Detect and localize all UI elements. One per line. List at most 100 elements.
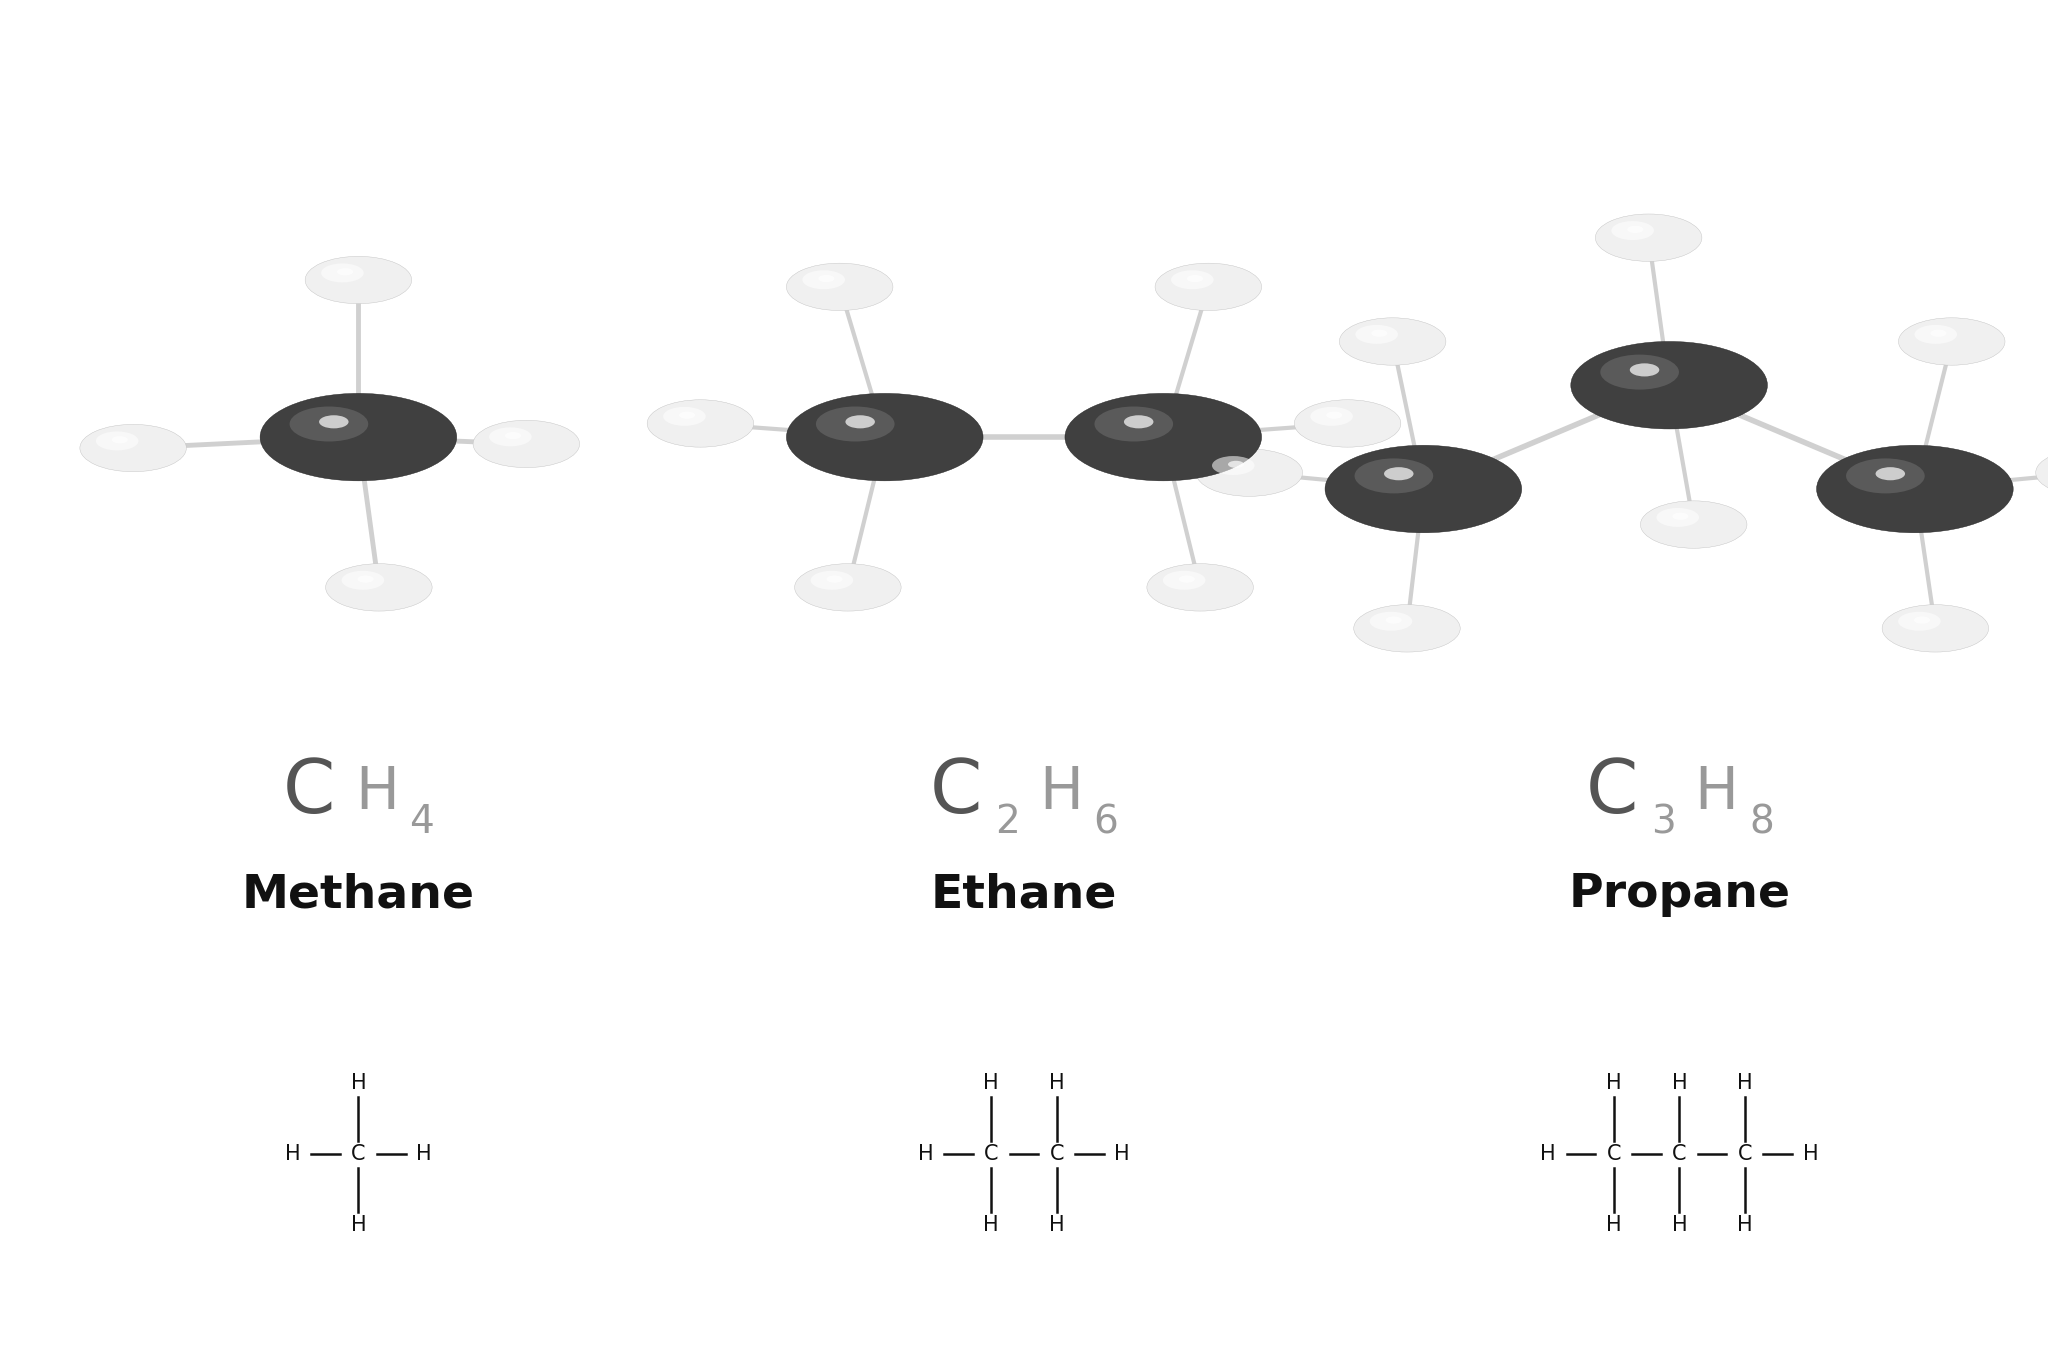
Ellipse shape bbox=[1196, 449, 1303, 496]
Ellipse shape bbox=[342, 571, 385, 590]
Ellipse shape bbox=[795, 564, 901, 611]
Ellipse shape bbox=[1595, 214, 1702, 261]
Ellipse shape bbox=[1188, 275, 1202, 283]
Ellipse shape bbox=[1628, 225, 1642, 234]
Ellipse shape bbox=[326, 564, 432, 611]
Text: C: C bbox=[283, 755, 336, 829]
Text: H: H bbox=[1802, 1145, 1819, 1164]
Text: H: H bbox=[350, 1074, 367, 1093]
Text: C: C bbox=[1671, 1145, 1688, 1164]
Ellipse shape bbox=[1311, 407, 1354, 426]
Ellipse shape bbox=[1931, 329, 1946, 337]
Ellipse shape bbox=[80, 425, 186, 471]
Text: H: H bbox=[1737, 1216, 1753, 1235]
Text: Methane: Methane bbox=[242, 873, 475, 917]
Ellipse shape bbox=[1094, 407, 1174, 441]
Ellipse shape bbox=[322, 264, 365, 283]
Ellipse shape bbox=[1325, 445, 1522, 533]
Text: H: H bbox=[350, 1216, 367, 1235]
Ellipse shape bbox=[1294, 400, 1401, 447]
Ellipse shape bbox=[1372, 329, 1386, 337]
Ellipse shape bbox=[1384, 467, 1413, 481]
Ellipse shape bbox=[1339, 318, 1446, 365]
Ellipse shape bbox=[260, 393, 457, 481]
Text: H: H bbox=[983, 1216, 999, 1235]
Text: H: H bbox=[1038, 764, 1083, 821]
Ellipse shape bbox=[1229, 460, 1243, 469]
Text: H: H bbox=[354, 764, 399, 821]
Ellipse shape bbox=[113, 436, 127, 444]
Text: 3: 3 bbox=[1651, 803, 1675, 841]
Ellipse shape bbox=[786, 393, 983, 481]
Ellipse shape bbox=[1571, 342, 1767, 429]
Ellipse shape bbox=[1845, 459, 1925, 493]
Text: Ethane: Ethane bbox=[930, 873, 1118, 917]
Text: 8: 8 bbox=[1749, 803, 1774, 841]
Text: H: H bbox=[1114, 1145, 1130, 1164]
Text: H: H bbox=[416, 1145, 432, 1164]
Ellipse shape bbox=[1657, 508, 1700, 527]
Ellipse shape bbox=[1354, 605, 1460, 652]
Text: C: C bbox=[1737, 1145, 1753, 1164]
Ellipse shape bbox=[1599, 355, 1679, 389]
Ellipse shape bbox=[1171, 270, 1214, 290]
Text: H: H bbox=[983, 1074, 999, 1093]
Ellipse shape bbox=[1354, 459, 1434, 493]
Ellipse shape bbox=[786, 264, 893, 310]
Ellipse shape bbox=[358, 575, 373, 583]
Ellipse shape bbox=[1898, 612, 1942, 631]
Text: H: H bbox=[1049, 1074, 1065, 1093]
Ellipse shape bbox=[1386, 616, 1401, 624]
Text: H: H bbox=[1737, 1074, 1753, 1093]
Ellipse shape bbox=[846, 415, 874, 429]
Text: 2: 2 bbox=[995, 803, 1020, 841]
Ellipse shape bbox=[1673, 512, 1688, 520]
Ellipse shape bbox=[1327, 411, 1341, 419]
Ellipse shape bbox=[2036, 449, 2048, 496]
Ellipse shape bbox=[338, 268, 352, 276]
Text: H: H bbox=[1606, 1216, 1622, 1235]
Ellipse shape bbox=[680, 411, 694, 419]
Ellipse shape bbox=[1640, 501, 1747, 548]
Text: H: H bbox=[918, 1145, 934, 1164]
Ellipse shape bbox=[305, 257, 412, 303]
Text: C: C bbox=[350, 1145, 367, 1164]
Text: H: H bbox=[285, 1145, 301, 1164]
Text: Propane: Propane bbox=[1569, 873, 1790, 917]
Ellipse shape bbox=[827, 575, 842, 583]
Ellipse shape bbox=[1065, 393, 1262, 481]
Ellipse shape bbox=[1882, 605, 1989, 652]
Ellipse shape bbox=[96, 432, 139, 451]
Ellipse shape bbox=[1180, 575, 1194, 583]
Ellipse shape bbox=[1915, 616, 1929, 624]
Ellipse shape bbox=[319, 415, 348, 429]
Ellipse shape bbox=[1155, 264, 1262, 310]
Ellipse shape bbox=[1147, 564, 1253, 611]
Text: C: C bbox=[1049, 1145, 1065, 1164]
Text: 4: 4 bbox=[410, 803, 434, 841]
Text: H: H bbox=[1049, 1216, 1065, 1235]
Text: C: C bbox=[930, 755, 983, 829]
Ellipse shape bbox=[1612, 221, 1655, 240]
Ellipse shape bbox=[289, 407, 369, 441]
Text: H: H bbox=[1671, 1216, 1688, 1235]
Ellipse shape bbox=[803, 270, 846, 290]
Ellipse shape bbox=[1356, 325, 1399, 344]
Text: C: C bbox=[1585, 755, 1638, 829]
Text: C: C bbox=[983, 1145, 999, 1164]
Ellipse shape bbox=[1915, 325, 1958, 344]
Ellipse shape bbox=[489, 428, 532, 447]
Text: H: H bbox=[1606, 1074, 1622, 1093]
Ellipse shape bbox=[815, 407, 895, 441]
Ellipse shape bbox=[1124, 415, 1153, 429]
Ellipse shape bbox=[506, 432, 520, 440]
Text: H: H bbox=[1671, 1074, 1688, 1093]
Ellipse shape bbox=[1876, 467, 1905, 481]
Ellipse shape bbox=[473, 421, 580, 467]
Ellipse shape bbox=[1898, 318, 2005, 365]
Ellipse shape bbox=[1370, 612, 1413, 631]
Ellipse shape bbox=[647, 400, 754, 447]
Ellipse shape bbox=[664, 407, 707, 426]
Ellipse shape bbox=[1630, 363, 1659, 377]
Text: H: H bbox=[1540, 1145, 1556, 1164]
